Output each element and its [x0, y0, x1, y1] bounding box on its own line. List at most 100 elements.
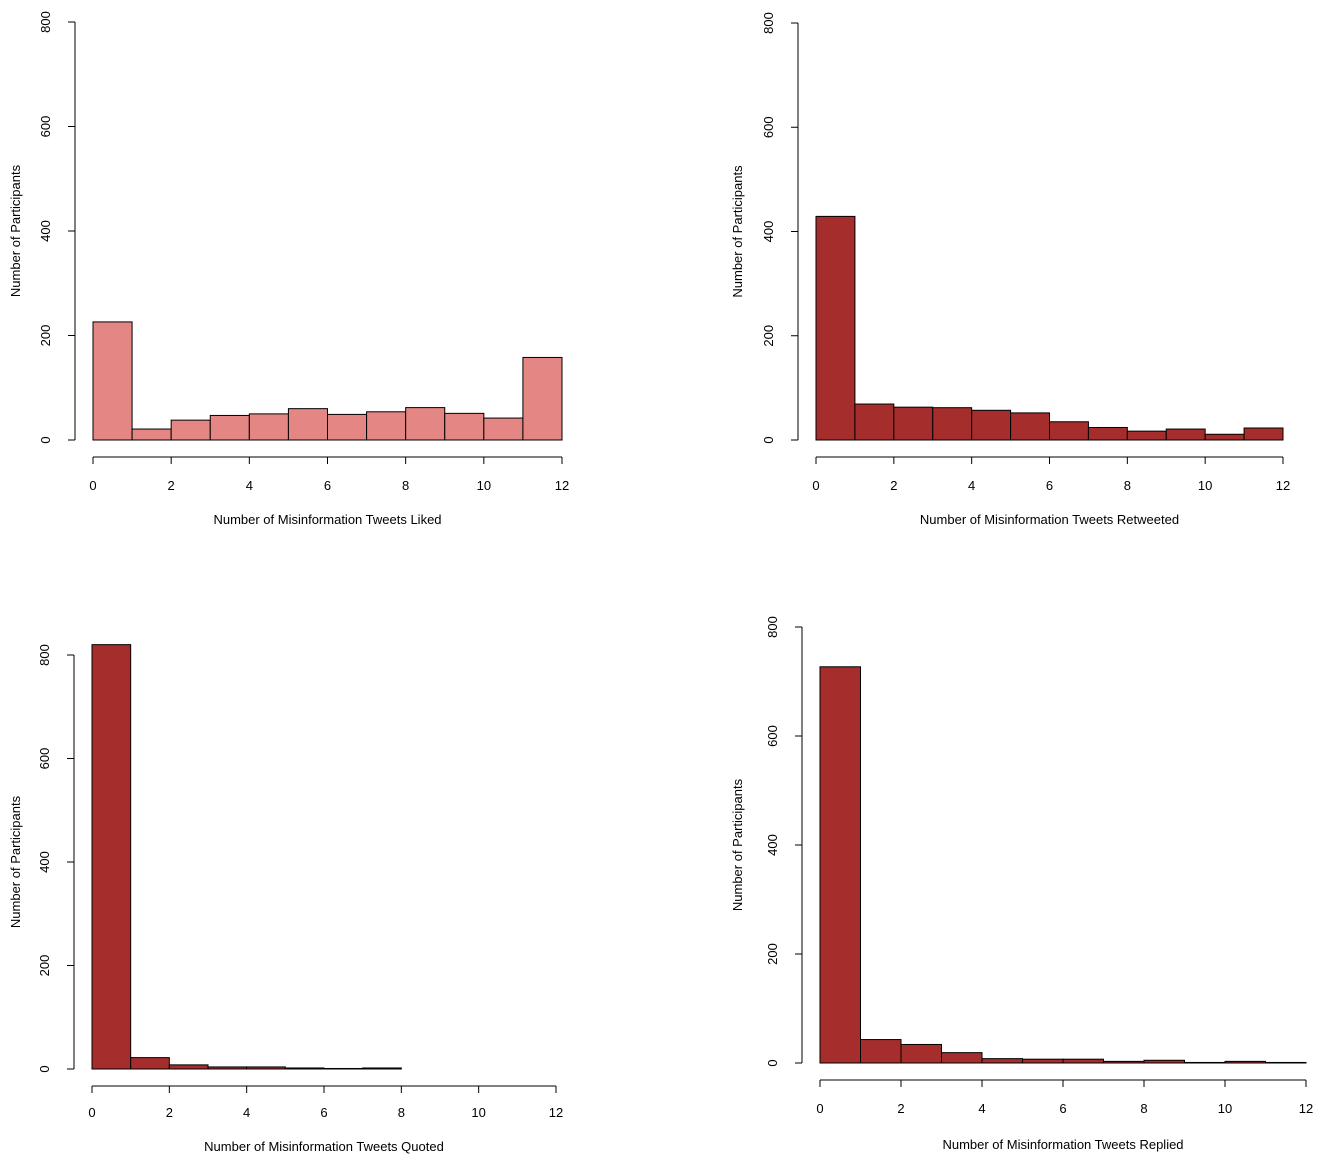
y-tick-label: 0: [761, 436, 776, 443]
histogram-bar: [209, 414, 250, 441]
y-tick-label: 400: [37, 851, 52, 873]
x-tick-label: 0: [812, 478, 819, 493]
histogram-bar: [1087, 426, 1128, 441]
histogram-bar: [1184, 1061, 1226, 1064]
histogram-bar: [284, 1067, 325, 1070]
x-axis-title: Number of Misinformation Tweets Liked: [213, 512, 441, 527]
y-tick-label: 400: [38, 220, 53, 242]
x-tick-label: 8: [402, 478, 409, 493]
histogram-liked: 0 2 4 6 8 10 12 0 200 400 600 800 Number of Misinfor…: [8, 11, 569, 527]
y-tick-label: 800: [38, 11, 53, 33]
histogram-bar: [522, 356, 563, 441]
x-tick-label: 6: [1059, 1101, 1066, 1116]
x-tick-label: 12: [1276, 478, 1290, 493]
y-tick-label: 200: [765, 943, 780, 965]
x-axis-title: Number of Misinformation Tweets Retweete…: [920, 512, 1179, 527]
x-axis-title: Number of Misinformation Tweets Replied: [942, 1137, 1183, 1152]
y-tick-label: 600: [37, 748, 52, 770]
x-tick-label: 2: [168, 478, 175, 493]
y-tick-label: 800: [37, 644, 52, 666]
x-tick-label: 6: [320, 1105, 327, 1120]
histogram-bar: [483, 417, 524, 441]
histogram-bar: [819, 666, 861, 1064]
x-tick-label: 2: [897, 1101, 904, 1116]
x-tick-label: 10: [477, 478, 491, 493]
histogram-bar: [1062, 1058, 1104, 1064]
x-tick-label: 4: [246, 478, 253, 493]
x-tick-label: 2: [166, 1105, 173, 1120]
histogram-bar: [130, 1057, 170, 1070]
y-tick-label: 0: [765, 1059, 780, 1066]
y-tick-label: 800: [765, 616, 780, 638]
histogram-retweeted: 0 2 4 6 8 10 12 0 200 400 600 800 Number of Misinfor…: [730, 12, 1290, 527]
x-tick-label: 6: [324, 478, 331, 493]
histogram-bar: [900, 1043, 942, 1064]
histogram-bar: [981, 1058, 1023, 1064]
histogram-bar: [1126, 430, 1167, 441]
y-axis-title: Number of Participants: [8, 164, 23, 297]
histogram-bar: [248, 413, 289, 441]
y-tick-label: 0: [37, 1065, 52, 1072]
y-tick-label: 800: [761, 12, 776, 34]
histogram-bar: [1243, 427, 1284, 441]
histogram-bar: [932, 407, 973, 441]
y-axis-title: Number of Participants: [8, 795, 23, 928]
y-tick-label: 600: [765, 725, 780, 747]
x-tick-label: 4: [243, 1105, 250, 1120]
histogram-bar: [207, 1066, 248, 1070]
y-tick-label: 0: [38, 436, 53, 443]
histogram-bar: [854, 403, 895, 441]
histogram-bar: [1265, 1061, 1307, 1064]
x-tick-label: 8: [1140, 1101, 1147, 1116]
x-tick-label: 10: [1198, 478, 1212, 493]
y-tick-label: 200: [38, 325, 53, 347]
histogram-bar: [444, 412, 485, 441]
x-tick-label: 0: [89, 478, 96, 493]
y-tick-label: 200: [37, 955, 52, 977]
histogram-bar: [362, 1067, 402, 1070]
x-tick-label: 0: [816, 1101, 823, 1116]
histogram-bar: [1143, 1059, 1185, 1064]
y-tick-label: 400: [761, 221, 776, 243]
x-tick-label: 12: [549, 1105, 563, 1120]
histogram-bar: [168, 1064, 209, 1070]
x-tick-label: 8: [398, 1105, 405, 1120]
y-tick-label: 200: [761, 325, 776, 347]
histogram-bar: [893, 406, 934, 441]
histogram-bar: [1204, 433, 1245, 441]
x-axis-title: Number of Misinformation Tweets Quoted: [204, 1139, 444, 1154]
histogram-bar: [246, 1066, 286, 1070]
x-tick-label: 2: [890, 478, 897, 493]
x-tick-label: 10: [471, 1105, 485, 1120]
histogram-bar: [287, 408, 328, 441]
histogram-bar: [170, 419, 211, 441]
histogram-bar: [1022, 1058, 1064, 1064]
histogram-bar: [366, 411, 407, 441]
y-tick-label: 600: [761, 116, 776, 138]
x-tick-label: 12: [555, 478, 569, 493]
histogram-bar: [1103, 1060, 1145, 1064]
y-tick-label: 600: [38, 116, 53, 138]
histogram-bar: [815, 215, 856, 441]
y-axis-title: Number of Participants: [730, 165, 745, 298]
histogram-bar: [1010, 412, 1050, 441]
histogram-bar: [1165, 428, 1206, 441]
histogram-replied: 0 2 4 6 8 10 12 0 200 400 600 800 Number of Misinfor…: [730, 616, 1313, 1152]
x-tick-label: 0: [88, 1105, 95, 1120]
histogram-bar: [91, 644, 132, 1070]
x-tick-label: 4: [978, 1101, 985, 1116]
x-tick-label: 10: [1218, 1101, 1232, 1116]
histogram-bar: [1224, 1060, 1266, 1064]
y-axis-title: Number of Participants: [730, 778, 745, 911]
histogram-bar: [92, 321, 133, 441]
histogram-bar: [323, 1067, 364, 1070]
x-tick-label: 8: [1124, 478, 1131, 493]
x-tick-label: 4: [968, 478, 975, 493]
x-tick-label: 6: [1046, 478, 1053, 493]
x-tick-label: 12: [1299, 1101, 1313, 1116]
histogram-bar: [327, 413, 368, 441]
histogram-quoted: 0 2 4 6 8 10 12 0 200 400 600 800 Number of Misinfor…: [8, 644, 563, 1154]
y-tick-label: 400: [765, 834, 780, 856]
histogram-bar: [131, 428, 172, 441]
histogram-bar: [971, 409, 1012, 441]
